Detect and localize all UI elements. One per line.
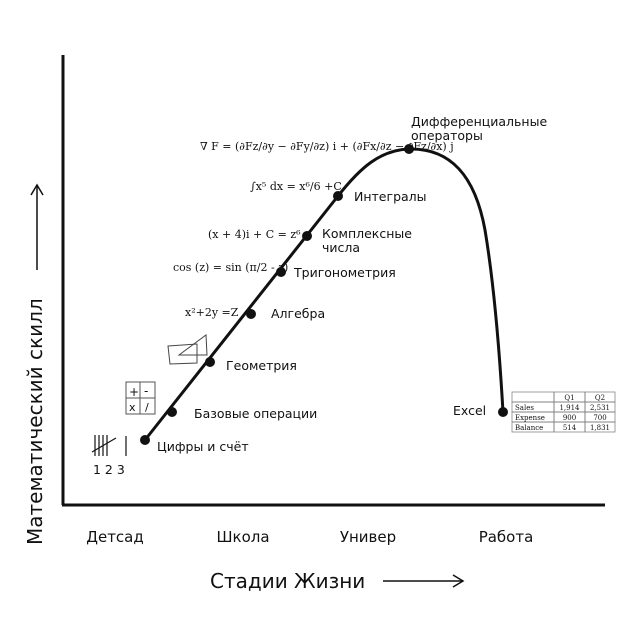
data-point — [205, 357, 215, 367]
x-tick-label: Универ — [340, 528, 396, 546]
data-point — [404, 144, 414, 154]
table-cell-text: 1,831 — [590, 424, 610, 432]
table-cell-text: 514 — [563, 424, 577, 432]
formula-algebra: x²+2y =Z — [185, 306, 239, 319]
skill-curve — [143, 147, 505, 441]
op-times: x — [129, 401, 136, 414]
point-label: Интегралы — [354, 189, 427, 204]
excel-table: Q1 Q2 Sales 1,914 2,531 Expense 900 700 Balance 5… — [511, 391, 616, 433]
y-axis-title: Математический скилл — [23, 298, 47, 545]
point-label: Цифры и счёт — [157, 439, 249, 454]
table-cell-text: Expense — [515, 414, 545, 422]
table-cell — [511, 391, 555, 403]
table-cell-text: 1,914 — [559, 404, 580, 412]
x-arrow-icon — [383, 574, 465, 588]
table-cell-text: 900 — [563, 414, 576, 422]
table-cell-text: Balance — [515, 424, 543, 432]
formula-diff: ∇ F = (∂Fz/∂y − ∂Fy/∂z) i + (∂Fx/∂z − ∂F… — [200, 140, 454, 153]
table-cell-text: 2,531 — [590, 404, 610, 412]
operations-grid-icon — [125, 381, 156, 415]
y-arrow-icon — [30, 183, 44, 270]
point-label: Дифференциальные — [411, 114, 547, 129]
data-point — [276, 267, 286, 277]
table-cell-text: Q1 — [564, 394, 574, 402]
data-point — [302, 231, 312, 241]
formula-complex: (x + 4)i + C = z⁶ — [208, 228, 301, 241]
table-cell-text: Q2 — [595, 394, 605, 402]
x-tick-label: Школа — [216, 528, 269, 546]
point-label: числа — [322, 240, 360, 255]
point-label: Комплексные — [322, 226, 412, 241]
table-cell-text: Sales — [515, 404, 534, 412]
data-point — [246, 309, 256, 319]
annotation-123: 1 2 3 — [93, 462, 125, 477]
point-label: Алгебра — [271, 306, 325, 321]
point-label: Тригонометрия — [293, 265, 396, 280]
formula-trig: cos (z) = sin (π/2 - z) — [173, 261, 288, 274]
point-label: Геометрия — [226, 358, 297, 373]
x-tick-label: Работа — [479, 528, 534, 546]
point-label: Excel — [453, 403, 486, 418]
table-cell — [584, 421, 616, 433]
formula-integral: ∫x⁵ dx = x⁶/6 +C — [250, 180, 342, 193]
op-minus: - — [144, 384, 148, 398]
data-point — [140, 435, 150, 445]
table-cell-text: 700 — [593, 414, 606, 422]
point-label: операторы — [411, 128, 483, 143]
x-tick-label: Детсад — [86, 528, 144, 546]
geometry-icon — [167, 334, 208, 365]
tally-icon — [91, 435, 127, 456]
x-axis-title: Стадии Жизни — [210, 569, 365, 593]
op-plus: + — [129, 385, 139, 399]
data-point — [333, 191, 343, 201]
point-label: Базовые операции — [194, 406, 317, 421]
op-divide: / — [145, 401, 149, 414]
data-point — [498, 407, 508, 417]
data-point — [167, 407, 177, 417]
